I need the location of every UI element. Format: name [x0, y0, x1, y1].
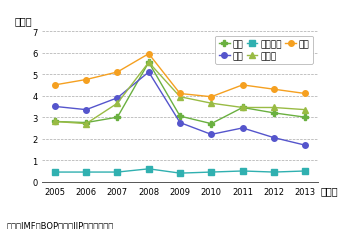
- ドイツ: [53, 121, 57, 123]
- 米国: [84, 122, 88, 124]
- Line: 日本: 日本: [52, 52, 308, 100]
- 英国: [115, 97, 120, 100]
- 米国: [115, 116, 120, 119]
- 日本: [209, 96, 214, 99]
- 英国: [240, 127, 245, 130]
- Line: フランス: フランス: [52, 166, 308, 176]
- フランス: [146, 168, 151, 170]
- Legend: 米国, 英国, フランス, ドイツ, 日本: 米国, 英国, フランス, ドイツ, 日本: [215, 36, 313, 64]
- フランス: [303, 170, 307, 173]
- 米国: [178, 115, 182, 118]
- 英国: [146, 71, 151, 74]
- ドイツ: [178, 96, 182, 99]
- 米国: [146, 62, 151, 64]
- 英国: [84, 109, 88, 112]
- ドイツ: [209, 102, 214, 105]
- 日本: [84, 79, 88, 82]
- 英国: [303, 144, 307, 147]
- Line: 米国: 米国: [52, 60, 309, 128]
- フランス: [178, 172, 182, 175]
- 英国: [209, 134, 214, 136]
- 日本: [303, 93, 307, 95]
- 米国: [303, 116, 307, 119]
- Text: （年）: （年）: [321, 185, 338, 195]
- 米国: [240, 107, 245, 109]
- フランス: [209, 171, 214, 174]
- ドイツ: [240, 107, 245, 109]
- 日本: [53, 84, 57, 87]
- ドイツ: [115, 102, 120, 105]
- 米国: [53, 121, 57, 123]
- ドイツ: [303, 109, 307, 112]
- 英国: [178, 122, 182, 124]
- Line: ドイツ: ドイツ: [52, 60, 308, 127]
- フランス: [240, 170, 245, 173]
- Text: 資料：IMF「BOP」、「IIP」から作成。: 資料：IMF「BOP」、「IIP」から作成。: [7, 220, 114, 229]
- ドイツ: [272, 107, 276, 109]
- Line: 英国: 英国: [52, 70, 308, 148]
- フランス: [53, 171, 57, 174]
- Text: （％）: （％）: [15, 16, 32, 26]
- 米国: [209, 123, 214, 125]
- 英国: [272, 137, 276, 139]
- フランス: [84, 171, 88, 174]
- ドイツ: [146, 62, 151, 64]
- 米国: [272, 112, 276, 115]
- フランス: [115, 171, 120, 174]
- 日本: [240, 84, 245, 87]
- 日本: [272, 88, 276, 91]
- 英国: [53, 106, 57, 108]
- フランス: [272, 171, 276, 174]
- 日本: [178, 93, 182, 95]
- ドイツ: [84, 123, 88, 125]
- 日本: [146, 53, 151, 56]
- 日本: [115, 71, 120, 74]
